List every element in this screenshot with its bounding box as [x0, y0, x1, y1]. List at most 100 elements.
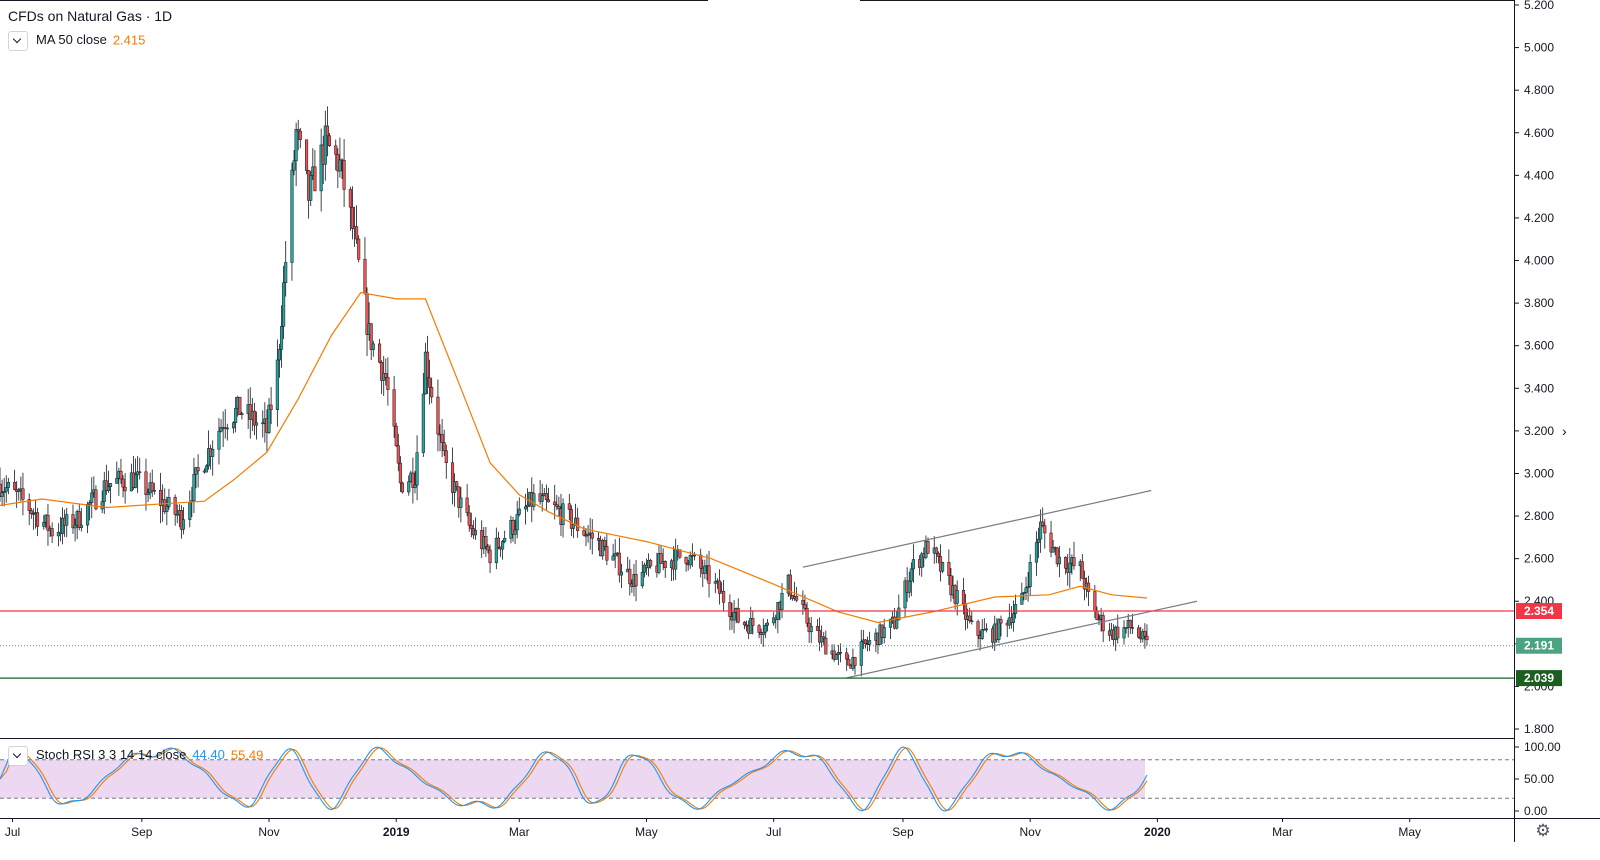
- candle: [100, 490, 104, 514]
- price-badge-label: 2.354: [1524, 604, 1554, 618]
- candle: [459, 486, 463, 523]
- candle: [619, 563, 623, 589]
- candle: [1028, 554, 1032, 596]
- candle-body: [152, 489, 156, 492]
- candle: [1041, 507, 1045, 528]
- candle-body: [282, 282, 286, 327]
- stoch-k-value: 44.40: [192, 747, 225, 763]
- candle-body: [526, 504, 530, 507]
- candle-body: [486, 546, 490, 551]
- candle: [703, 559, 707, 579]
- candle-body: [968, 615, 972, 621]
- candle: [961, 577, 966, 615]
- candle: [888, 618, 893, 640]
- candle-body: [453, 481, 457, 493]
- candle-body: [115, 477, 119, 484]
- candle-body: [119, 470, 123, 480]
- candle-body: [1137, 627, 1141, 638]
- candle-body: [590, 532, 594, 539]
- price-tick-label: 4.400: [1524, 168, 1554, 182]
- candles: [0, 106, 1149, 677]
- candle-body: [617, 552, 621, 576]
- candle: [471, 520, 475, 540]
- candle: [425, 335, 430, 394]
- chevron-down-icon[interactable]: [8, 746, 28, 766]
- candle: [284, 241, 288, 297]
- gear-icon[interactable]: ⚙: [1535, 821, 1551, 840]
- candle: [722, 579, 726, 611]
- candle-body: [561, 503, 565, 525]
- candle: [298, 127, 302, 149]
- candle: [144, 458, 148, 511]
- candle-body: [398, 462, 402, 484]
- candle: [61, 507, 65, 545]
- candle-body: [450, 462, 455, 493]
- candle-body: [603, 540, 607, 547]
- candle-body: [73, 524, 77, 529]
- candle-body: [50, 528, 54, 537]
- candle-body: [736, 608, 740, 623]
- candle-body: [6, 482, 10, 488]
- candle-body: [56, 531, 60, 537]
- candle: [853, 656, 857, 675]
- candle: [484, 526, 488, 557]
- candle: [421, 372, 425, 457]
- candle-body: [611, 555, 615, 561]
- candle: [386, 357, 390, 406]
- candle-body: [763, 625, 767, 633]
- candle: [557, 496, 561, 517]
- candle: [88, 500, 92, 521]
- candle-body: [619, 571, 623, 576]
- candle-body: [369, 323, 373, 350]
- candle-body: [386, 377, 390, 390]
- price-badge: [1516, 670, 1562, 687]
- candle: [159, 472, 163, 524]
- price-tick-label: 1.800: [1524, 722, 1554, 736]
- candle-body: [571, 524, 576, 529]
- chevron-down-icon[interactable]: [8, 31, 28, 51]
- candle-body: [569, 509, 573, 529]
- candle: [1122, 620, 1126, 645]
- candle-body: [961, 589, 966, 604]
- candle: [282, 265, 286, 340]
- candle-body: [818, 630, 822, 643]
- candle: [684, 556, 688, 572]
- candle: [765, 618, 769, 632]
- candle-body: [292, 160, 296, 171]
- candle: [663, 560, 667, 578]
- candle-body: [895, 619, 899, 629]
- candle: [936, 551, 940, 564]
- candle: [569, 505, 573, 537]
- candle: [1143, 623, 1147, 649]
- candle: [488, 544, 492, 574]
- candle: [717, 569, 722, 605]
- scroll-arrow-icon[interactable]: ›: [1562, 423, 1567, 439]
- stoch-label: Stoch RSI 3 3 14 14 close: [36, 747, 187, 763]
- candle: [4, 475, 8, 503]
- candle-body: [1026, 586, 1030, 588]
- ma-value: 2.415: [112, 32, 146, 48]
- candle-body: [204, 465, 209, 473]
- candle: [567, 493, 571, 521]
- candle-body: [863, 639, 867, 644]
- candle: [225, 423, 229, 441]
- price-badge: [1516, 603, 1562, 620]
- candle: [613, 539, 617, 569]
- candle: [150, 469, 154, 497]
- candle: [415, 435, 419, 501]
- time-tick-label: Nov: [258, 825, 279, 839]
- channel-trendline: [802, 489, 1152, 568]
- price-tick-label: 3.200: [1524, 424, 1554, 438]
- candle-body: [4, 487, 8, 492]
- candle-body: [1055, 547, 1059, 565]
- candle-body: [21, 488, 25, 500]
- ma-legend: MA 50 close 2.415: [8, 31, 145, 51]
- candle-body: [805, 608, 809, 624]
- candle-body: [1145, 635, 1149, 641]
- candle: [544, 484, 548, 511]
- candle-body: [546, 499, 551, 503]
- candle-body: [165, 506, 169, 513]
- candle: [822, 631, 826, 646]
- candle: [895, 610, 899, 630]
